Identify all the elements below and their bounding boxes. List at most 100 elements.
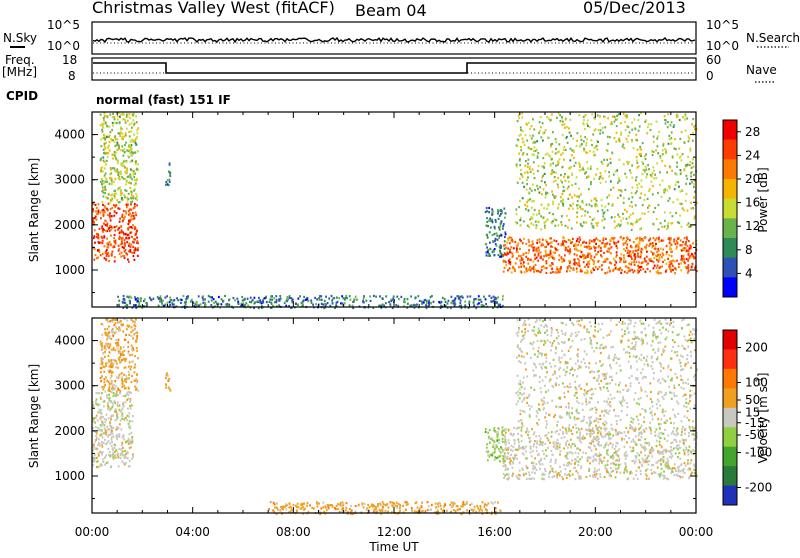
data-cell [524,271,526,273]
data-cell [616,118,618,120]
data-cell [93,457,95,459]
data-cell [546,208,548,210]
data-cell [549,442,551,444]
data-cell [507,269,509,271]
data-cell [411,304,413,306]
data-cell [524,144,526,146]
data-cell [546,455,548,457]
data-cell [583,257,585,259]
data-cell [97,233,99,235]
data-cell [108,325,110,327]
data-cell [135,197,137,199]
data-cell [665,149,667,151]
data-cell [644,446,646,448]
data-cell [125,358,127,360]
data-cell [499,304,501,306]
data-cell [126,304,128,306]
data-cell [565,249,567,251]
data-cell [485,431,487,433]
data-cell [618,448,620,450]
data-cell [128,443,130,445]
data-cell [114,393,116,395]
data-cell [623,197,625,199]
data-cell [578,162,580,164]
data-cell [647,262,649,264]
data-cell [670,446,672,448]
data-cell [569,451,571,453]
data-cell [548,439,550,441]
data-cell [121,359,123,361]
data-cell [586,138,588,140]
data-cell [104,424,106,426]
data-cell [609,270,611,272]
data-cell [638,382,640,384]
data-cell [124,242,126,244]
data-cell [596,148,598,150]
data-cell [659,266,661,268]
data-cell [555,180,557,182]
data-cell [138,303,140,305]
data-cell [524,165,526,167]
data-cell [245,302,247,304]
data-cell [639,239,641,241]
data-cell [690,207,692,209]
data-cell [679,458,681,460]
data-cell [645,169,647,171]
data-cell [615,476,617,478]
data-cell [96,461,98,463]
data-cell [522,452,524,454]
data-cell [134,234,136,236]
data-cell [570,463,572,465]
data-cell [589,150,591,152]
data-cell [648,460,650,462]
data-cell [641,212,643,214]
data-cell [102,211,104,213]
data-cell [116,204,118,206]
data-cell [685,115,687,117]
data-cell [504,217,506,219]
data-cell [366,300,368,302]
data-cell [353,298,355,300]
data-cell [93,420,95,422]
data-cell [102,242,104,244]
data-cell [104,345,106,347]
data-cell [107,209,109,211]
data-cell [124,144,126,146]
data-cell [104,175,106,177]
data-cell [126,114,128,116]
data-cell [130,147,132,149]
data-cell [517,251,519,253]
data-cell [131,348,133,350]
data-cell [480,299,482,301]
data-cell [167,302,169,304]
data-cell [352,301,354,303]
data-cell [689,468,691,470]
data-cell [129,302,131,304]
data-cell [665,464,667,466]
data-cell [610,189,612,191]
data-cell [607,209,609,211]
data-cell [228,304,230,306]
data-cell [637,478,639,480]
data-cell [689,183,691,185]
data-cell [552,271,554,273]
data-cell [659,241,661,243]
data-cell [532,135,534,137]
data-cell [685,247,687,249]
data-cell [108,193,110,195]
data-cell [114,454,116,456]
data-cell [499,460,501,462]
data-cell [130,201,132,203]
data-cell [666,263,668,265]
data-cell [692,140,694,142]
data-cell [575,162,577,164]
data-cell [626,161,628,163]
data-cell [660,382,662,384]
data-cell [692,132,694,134]
data-cell [661,446,663,448]
data-cell [100,254,102,256]
data-cell [548,432,550,434]
data-cell [103,189,105,191]
data-cell [567,188,569,190]
